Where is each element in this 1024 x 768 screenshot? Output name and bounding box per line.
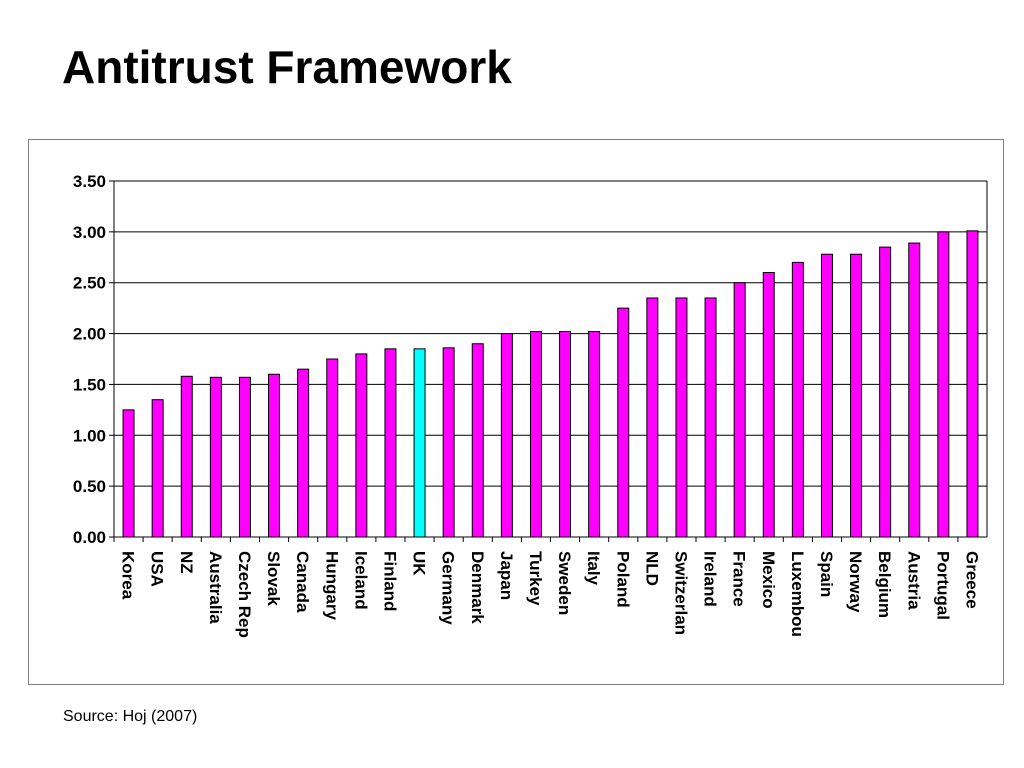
x-category-label: Ireland [701, 551, 720, 607]
gridlines [114, 180, 987, 538]
y-tick-label: 0.00 [73, 528, 106, 547]
bar-slovak [268, 373, 281, 538]
bars [122, 230, 979, 538]
source-note: Source: Hoj (2007) [63, 708, 198, 725]
x-category-label: NZ [177, 551, 196, 574]
y-tick-label: 3.00 [73, 223, 106, 242]
x-category-labels: Korea USA NZ Australia Czech Rep Slovak Canada… [119, 551, 982, 638]
x-category-label: Portugal [933, 551, 952, 620]
x-category-label: Slovak [264, 551, 283, 606]
y-tick-label: 2.00 [73, 325, 106, 344]
x-category-label: Switzerlan [671, 551, 690, 635]
bar-hungary [326, 358, 339, 538]
bar-ireland [704, 297, 717, 538]
bar-sweden [559, 331, 572, 538]
bar-canada [297, 368, 310, 538]
bar-spain [820, 253, 833, 538]
x-category-label: Norway [846, 551, 865, 613]
x-category-label: Hungary [322, 551, 341, 621]
x-category-label: Austria [904, 551, 923, 610]
bar-belgium [879, 246, 892, 538]
bar-nz [180, 375, 193, 538]
x-category-label: Italy [584, 551, 603, 586]
bar-finland [384, 348, 397, 538]
x-category-label: Czech Rep [235, 551, 254, 638]
bar-norway [850, 253, 863, 538]
bar-japan [500, 333, 513, 538]
axes [109, 180, 988, 542]
bar-portugal [937, 231, 950, 538]
x-category-label: Canada [293, 551, 312, 613]
bar-switzerlan [675, 297, 688, 538]
y-tick-label: 2.50 [73, 274, 106, 293]
bar-austria [908, 242, 921, 538]
x-category-label: Australia [206, 551, 225, 624]
y-tick-label: 1.00 [73, 426, 106, 445]
x-category-label: UK [410, 551, 429, 576]
bar-usa [151, 399, 164, 538]
x-category-label: Turkey [526, 551, 545, 606]
x-category-label: Spain [817, 551, 836, 597]
x-category-label: Germany [439, 551, 458, 625]
bar-italy [588, 331, 601, 538]
x-category-label: Belgium [875, 551, 894, 618]
x-category-label: Poland [613, 551, 632, 608]
slide-title: Antitrust Framework [62, 41, 512, 93]
bar-greece [966, 230, 979, 538]
y-tick-label: 1.50 [73, 375, 106, 394]
bar-germany [442, 347, 455, 538]
x-category-label: Sweden [555, 551, 574, 615]
x-category-label: USA [148, 551, 167, 587]
x-category-label: Denmark [468, 551, 487, 624]
bar-czech-rep [238, 376, 251, 538]
x-category-label: France [730, 551, 749, 607]
x-category-label: Japan [497, 551, 516, 600]
x-category-label: Mexico [759, 551, 778, 609]
y-tick-labels: 0.00 0.50 1.00 1.50 2.00 2.50 3.00 3.50 [73, 172, 106, 547]
x-category-label: Greece [962, 551, 981, 609]
bar-turkey [529, 331, 542, 538]
bar-uk [413, 348, 426, 538]
x-category-label: Finland [380, 551, 399, 611]
bar-luxembou [791, 261, 804, 538]
x-category-label: NLD [642, 551, 661, 586]
bar-iceland [355, 353, 368, 538]
x-category-label: Korea [119, 551, 138, 600]
x-category-label: Iceland [351, 551, 370, 610]
bar-denmark [471, 343, 484, 538]
chart-frame: 0.00 0.50 1.00 1.50 2.00 2.50 3.00 3.50 Korea US… [28, 139, 1004, 685]
y-tick-label: 3.50 [73, 172, 106, 191]
bar-nld [646, 297, 659, 538]
bar-poland [617, 307, 630, 538]
bar-korea [122, 409, 135, 538]
bar-france [733, 282, 746, 538]
bar-australia [209, 376, 222, 538]
y-tick-label: 0.50 [73, 477, 106, 496]
bar-chart: 0.00 0.50 1.00 1.50 2.00 2.50 3.00 3.50 Korea US… [73, 172, 988, 638]
bar-mexico [762, 272, 775, 538]
x-category-label: Luxembou [788, 551, 807, 637]
